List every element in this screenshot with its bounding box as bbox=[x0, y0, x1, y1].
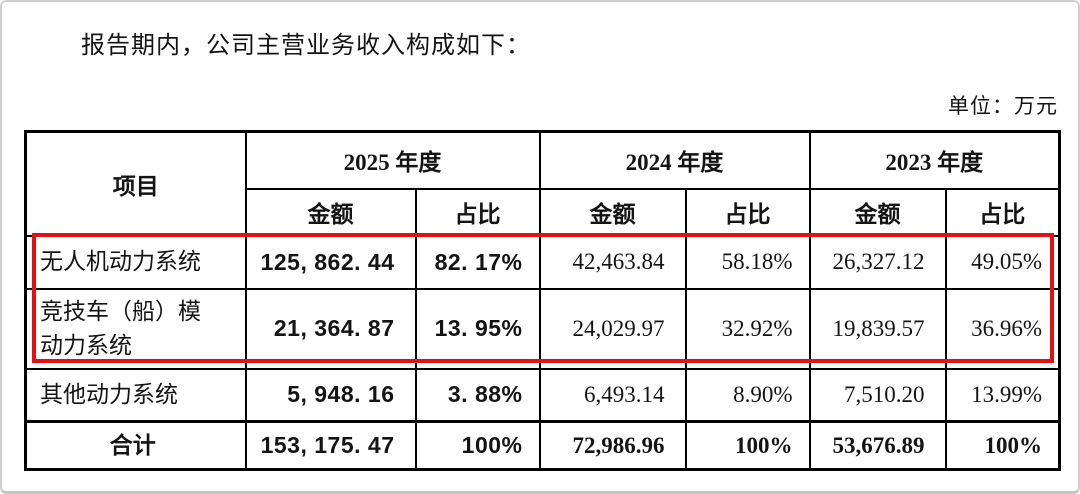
table-row-total: 合计 153, 175. 47 100% 72,986.96 100% 53,6… bbox=[24, 420, 1061, 471]
row-label: 其他动力系统 bbox=[24, 367, 247, 423]
header-item: 项目 bbox=[24, 130, 247, 237]
cell-amount-2025: 125, 862. 44 bbox=[244, 234, 417, 290]
cell-ratio-2023: 100% bbox=[944, 420, 1061, 471]
cell-amount-2023: 19,839.57 bbox=[808, 287, 947, 370]
table-row-racing-model: 竞技车（船）模 动力系统 21, 364. 87 13. 95% 24,029.… bbox=[24, 287, 1061, 370]
cell-amount-2025: 5, 948. 16 bbox=[244, 367, 417, 423]
cell-ratio-2025: 82. 17% bbox=[414, 234, 541, 290]
cell-amount-2023: 7,510.20 bbox=[808, 367, 947, 423]
cell-amount-2025: 153, 175. 47 bbox=[244, 420, 417, 471]
cell-ratio-2025: 3. 88% bbox=[414, 367, 541, 423]
cell-amount-2023: 26,327.12 bbox=[808, 234, 947, 290]
header-row-years: 项目 2025 年度 2024 年度 2023 年度 bbox=[24, 130, 1061, 237]
header-ratio-2025: 占比 bbox=[414, 187, 541, 237]
table-row-other: 其他动力系统 5, 948. 16 3. 88% 6,493.14 8.90% … bbox=[24, 367, 1061, 423]
intro-text: 报告期内，公司主营业务收入构成如下： bbox=[81, 33, 531, 59]
row-label: 竞技车（船）模 动力系统 bbox=[24, 287, 247, 370]
cell-ratio-2025: 100% bbox=[414, 420, 541, 471]
header-year-2025: 2025 年度 bbox=[244, 130, 541, 190]
cell-ratio-2023: 49.05% bbox=[944, 234, 1061, 290]
cell-amount-2025: 21, 364. 87 bbox=[244, 287, 417, 370]
header-year-2024: 2024 年度 bbox=[538, 130, 811, 190]
cell-amount-2024: 24,029.97 bbox=[538, 287, 687, 370]
unit-label: 单位：万元 bbox=[948, 94, 1058, 118]
cell-amount-2024: 42,463.84 bbox=[538, 234, 687, 290]
cell-amount-2023: 53,676.89 bbox=[808, 420, 947, 471]
header-amount-2024: 金额 bbox=[538, 187, 687, 237]
cell-ratio-2024: 58.18% bbox=[684, 234, 811, 290]
cell-amount-2024: 72,986.96 bbox=[538, 420, 687, 471]
table-row-uav: 无人机动力系统 125, 862. 44 82. 17% 42,463.84 5… bbox=[24, 234, 1061, 290]
cell-ratio-2023: 13.99% bbox=[944, 367, 1061, 423]
cell-ratio-2024: 32.92% bbox=[684, 287, 811, 370]
row-label-total: 合计 bbox=[24, 420, 247, 471]
revenue-composition-table: 项目 2025 年度 2024 年度 2023 年度 金额 占比 金额 占比 金… bbox=[24, 130, 1061, 471]
header-amount-2025: 金额 bbox=[244, 187, 417, 237]
header-ratio-2023: 占比 bbox=[944, 187, 1061, 237]
cell-ratio-2025: 13. 95% bbox=[414, 287, 541, 370]
row-label: 无人机动力系统 bbox=[24, 234, 247, 290]
header-ratio-2024: 占比 bbox=[684, 187, 811, 237]
header-year-2023: 2023 年度 bbox=[808, 130, 1061, 190]
cell-ratio-2024: 8.90% bbox=[684, 367, 811, 423]
cell-ratio-2023: 36.96% bbox=[944, 287, 1061, 370]
header-amount-2023: 金额 bbox=[808, 187, 947, 237]
cell-amount-2024: 6,493.14 bbox=[538, 367, 687, 423]
cell-ratio-2024: 100% bbox=[684, 420, 811, 471]
